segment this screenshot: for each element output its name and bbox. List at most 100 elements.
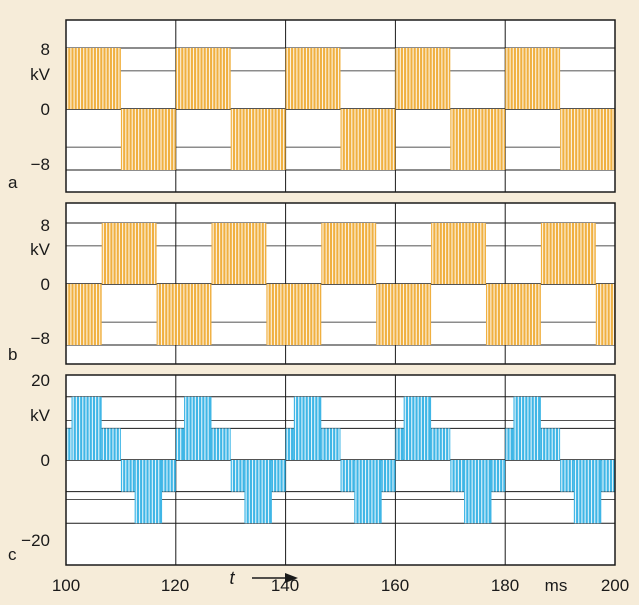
panel-c-pulse-segment-17 [381,460,396,492]
pulse-block [560,460,574,492]
panel-c-pulse-segment-7 [184,396,212,460]
pulse-block [285,428,294,460]
pulse-block [395,428,404,460]
panel-c-y-tick-0: 20 [31,371,50,390]
pulse-block [505,428,514,460]
panel-c-pulse-segment-13 [293,396,322,460]
panel-a-y-tick-2: 0 [41,100,50,119]
pulse-block [354,460,382,524]
x-tick-180: 180 [491,576,519,595]
panel-b-pulse-segment-7 [431,223,486,284]
panel-a-pulse-segment-4 [285,48,341,109]
panel-a-pulse-segment-7 [450,109,506,170]
panel-b: 8 kV 0 −8 b [8,202,616,365]
panel-b-y-tick-3: −8 [31,329,50,348]
panel-b-pulse-segment-1 [101,223,157,284]
panel-a-y-tick-1: kV [30,65,51,84]
panel-a-y-tick-0: 8 [41,40,50,59]
panel-c-pulse-segment-10 [244,460,272,524]
panel-c-pulse-segment-6 [175,428,185,460]
panel-a-frame [65,19,616,193]
panel-b-y-tick-2: 0 [41,275,50,294]
panel-c-pulse-segment-20 [431,428,451,460]
panel-c-pulse-segment-12 [285,428,294,460]
pulse-block [595,284,615,345]
x-tick-100: 100 [52,576,80,595]
time-arrow-head [285,573,298,583]
pulse-block [271,460,286,492]
panel-a-pulse-segment-1 [120,109,176,170]
panel-c-pulse-segment-1 [71,396,102,460]
panel-b-pulse-segment-9 [540,223,596,284]
panel-b-pulse-segment-6 [376,284,432,345]
pulse-block [340,460,355,492]
panel-c-pulse-segment-19 [403,396,432,460]
panel-c-pulse-segment-23 [491,460,506,492]
pulse-block [321,428,341,460]
panel-c-pulse-segment-24 [505,428,514,460]
time-unit-label: ms [545,576,568,595]
panel-c-pulse-segment-16 [354,460,382,524]
panel-c-pulse-segment-15 [340,460,355,492]
pulse-block [450,460,465,492]
panel-a-pulse-segment-8 [505,48,561,109]
panel-b-pulse-segment-10 [595,284,615,345]
panel-c-pulse-segment-25 [513,396,541,460]
pulse-block [601,460,615,492]
panel-c-label: c [8,545,17,564]
pulse-block [162,460,176,492]
pulse-block [403,396,432,460]
pulse-block [381,460,396,492]
panel-c-pulse-segment-26 [540,428,561,460]
pulse-block [244,460,272,524]
panel-a-y-tick-3: −8 [31,155,50,174]
panel-b-pulse-segment-5 [321,223,377,284]
pulse-block [175,428,185,460]
pulse-block [513,396,541,460]
pulse-block [540,428,561,460]
pulse-block [464,460,492,524]
panel-c-pulse-segment-11 [271,460,286,492]
pulse-block [491,460,506,492]
panel-a-label: a [8,173,18,192]
panel-c-y-tick-3: −20 [21,531,50,550]
panel-b-pulse-segment-8 [485,284,541,345]
panel-c-pulse-segment-3 [120,460,135,492]
time-axis: 100 120 140 160 180 200 ms t [52,568,629,595]
panel-b-pulse-segment-2 [156,284,212,345]
panel-c-pulse-segment-4 [134,460,163,524]
pulse-block [293,396,322,460]
panel-b-pulse-segment-0 [66,284,102,345]
panel-c-pulse-segment-22 [464,460,492,524]
panel-a: 8 kV 0 −8 a [8,19,616,193]
panel-c-y-tick-2: 0 [41,451,50,470]
pulse-block [211,428,231,460]
x-tick-160: 160 [381,576,409,595]
chart-panels: 8 kV 0 −8 a 8 kV 0 −8 b 20 kV 0 −20c [8,19,616,566]
panel-c-pulse-segment-28 [573,460,602,524]
panel-c-pulse-segment-5 [162,460,176,492]
panel-b-y-tick-0: 8 [41,216,50,235]
time-axis-label: t [229,568,235,588]
panel-c-frame [65,374,616,566]
panel-a-pulse-segment-6 [395,48,451,109]
panel-c-pulse-segment-8 [211,428,231,460]
panel-c-pulse-segment-27 [560,460,574,492]
pulse-block [230,460,245,492]
pulse-block [134,460,163,524]
panel-b-label: b [8,345,17,364]
panel-c-pulse-segment-9 [230,460,245,492]
panel-c-y-tick-1: kV [30,406,51,425]
pulse-block [120,460,135,492]
panel-c-pulse-segment-21 [450,460,465,492]
panel-c-pulse-segment-0 [66,428,72,460]
panel-c-pulse-segment-18 [395,428,404,460]
pulse-block [184,396,212,460]
panel-a-pulse-segment-0 [66,48,121,109]
panel-c-pulse-segment-14 [321,428,341,460]
x-tick-120: 120 [161,576,189,595]
pulse-block [66,428,72,460]
panel-a-pulse-segment-5 [340,109,396,170]
pulse-block [573,460,602,524]
x-tick-200: 200 [601,576,629,595]
